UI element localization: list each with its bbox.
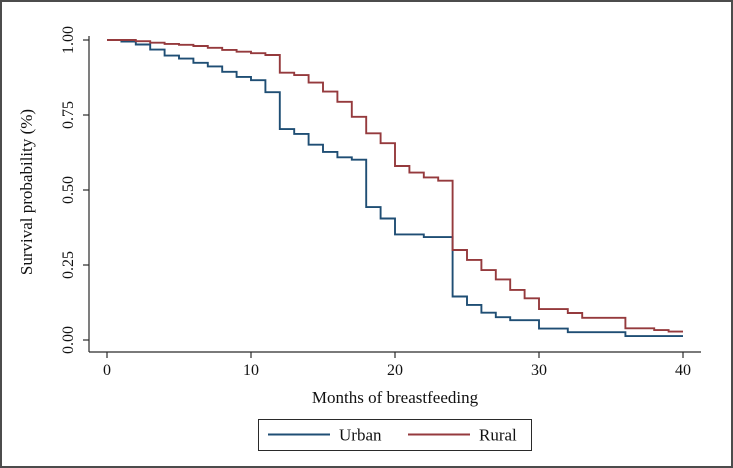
axes: 1.00 0.75 0.50 0.25 0.00 0 10 20 30 40 bbox=[60, 26, 701, 379]
x-tick-label: 20 bbox=[387, 362, 403, 379]
y-tick-label: 0.75 bbox=[60, 101, 77, 129]
y-tick-label: 0.00 bbox=[60, 326, 77, 354]
legend-label-urban: Urban bbox=[339, 426, 382, 445]
curve-urban bbox=[107, 39, 683, 338]
x-tick-label: 0 bbox=[103, 362, 111, 379]
y-axis-title: Survival probability (%) bbox=[17, 109, 36, 275]
y-tick-label: 0.25 bbox=[60, 251, 77, 279]
legend-label-rural: Rural bbox=[479, 426, 517, 445]
survival-curves bbox=[107, 39, 683, 338]
x-axis-title: Months of breastfeeding bbox=[312, 388, 479, 407]
y-tick-label: 0.50 bbox=[60, 176, 77, 204]
x-tick-label: 40 bbox=[675, 362, 691, 379]
curve-rural bbox=[107, 39, 683, 333]
x-tick-label: 10 bbox=[243, 362, 259, 379]
legend: Urban Rural bbox=[258, 419, 532, 451]
x-tick-label: 30 bbox=[531, 362, 547, 379]
y-tick-label: 1.00 bbox=[60, 26, 77, 54]
